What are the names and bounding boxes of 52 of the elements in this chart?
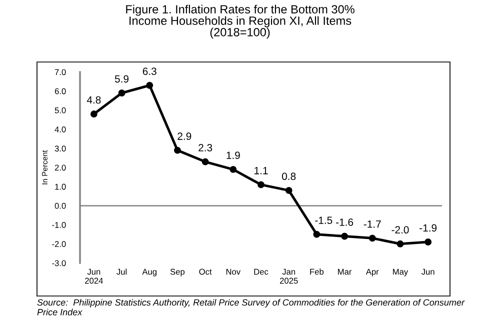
text: -1.6 — [336, 218, 354, 226]
x-tick-label: Jun 2024 — [85, 268, 103, 284]
point — [146, 82, 154, 89]
text: 0.8 — [282, 172, 296, 180]
text: 1.9 — [226, 152, 240, 160]
text: -1.9 — [420, 224, 437, 232]
y-tick-label: -1.0 — [52, 222, 66, 228]
point — [230, 166, 237, 173]
x-tick-label: Oct — [199, 268, 212, 275]
point — [396, 240, 404, 248]
y-tick-label: 2.0 — [54, 164, 66, 171]
text: 1.1 — [254, 167, 268, 174]
point — [118, 90, 126, 96]
y-tick-label: 6.0 — [54, 88, 66, 94]
point — [424, 238, 432, 246]
x-tick-label: Feb — [310, 268, 324, 275]
point — [258, 181, 264, 188]
x-tick-label: Jul — [116, 268, 127, 275]
text: 4.8 — [86, 96, 101, 104]
chart-title: Figure 1. Inflation Rates for the Bottom 30% Income Households in Region XI, All Items (2018=100) — [126, 4, 354, 39]
text: 5.9 — [114, 75, 129, 83]
y-tick-label: -3.0 — [52, 260, 66, 266]
text: -1.7 — [364, 220, 381, 228]
y-tick-label: -2.0 — [52, 241, 66, 247]
x-tick-label: Dec — [254, 268, 268, 275]
point — [368, 234, 376, 242]
x-tick-label: Apr — [366, 268, 379, 276]
y-tick-label: 4.0 — [54, 126, 66, 132]
point — [285, 186, 292, 194]
y-tick-label: 1.0 — [55, 184, 66, 190]
point — [174, 146, 181, 154]
y-tick-label: 3.0 — [54, 146, 66, 152]
text: -1.5 — [315, 216, 332, 224]
point — [90, 110, 98, 118]
y-tick-label: 5.0 — [54, 107, 66, 114]
text: -2.0 — [392, 226, 409, 234]
point — [313, 230, 320, 238]
y-tick-label: 7.0 — [54, 69, 66, 76]
point — [202, 158, 209, 166]
text: 2.9 — [178, 132, 192, 140]
y-tick-label: 0.0 — [54, 202, 66, 209]
point — [341, 232, 348, 240]
x-tick-label: Aug — [142, 268, 156, 276]
source-note: Source: Philippine Statistics Authority, Retail Price Survey of Commodities for the Generation of Consumer Price Index — [37, 299, 465, 316]
x-tick-label: May — [393, 268, 408, 276]
text: 6.3 — [142, 68, 156, 75]
x-tick-label: Jun — [421, 268, 434, 275]
x-tick-label: Nov — [226, 268, 241, 275]
x-tick-label: Sep — [170, 268, 185, 276]
text: 2.3 — [198, 144, 212, 152]
x-tick-label: Mar — [338, 268, 352, 275]
x-tick-label: Jan 2025 — [280, 268, 298, 284]
